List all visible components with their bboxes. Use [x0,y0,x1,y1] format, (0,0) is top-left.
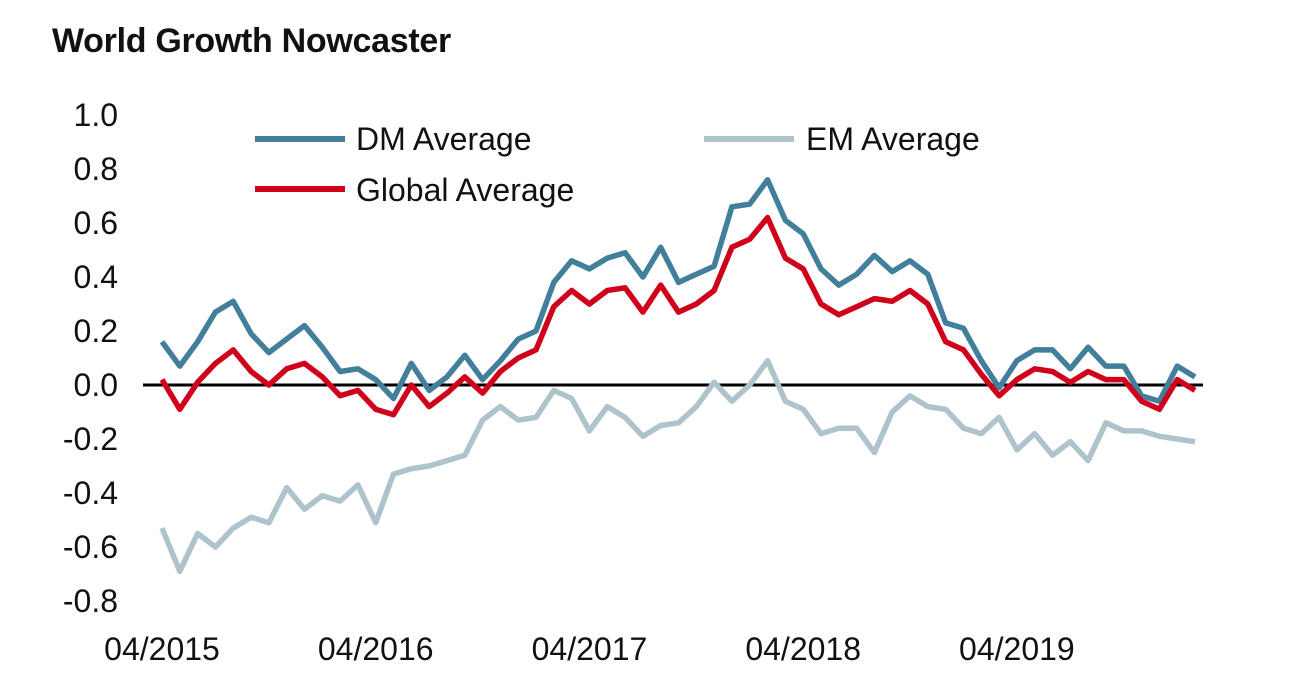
x-axis-ticks: 04/2015 04/2016 04/2017 04/2018 04/2019 [104,631,1075,667]
series-line-global-average [159,214,1197,418]
y-tick-label: 0.4 [74,259,118,295]
y-tick-label: -0.6 [63,529,118,565]
series-lines [159,177,1197,575]
chart-title: World Growth Nowcaster [52,22,451,60]
y-axis-ticks: 1.0 0.8 0.6 0.4 0.2 0.0 -0.2 -0.4 -0.6 -0.8 [63,97,118,619]
y-tick-label: -0.2 [63,421,118,457]
series-line-dm-average [159,177,1197,404]
y-tick-label: 0.6 [74,205,118,241]
y-tick-label: 0.0 [74,367,118,403]
x-tick-label: 04/2018 [745,631,861,667]
series-line-em-average [159,357,1196,575]
x-tick-label: 04/2017 [532,631,648,667]
y-tick-label: 0.8 [74,151,118,187]
legend-label: EM Average [806,121,980,157]
legend: DM Average EM Average Global Average [255,121,980,208]
y-tick-label: 0.2 [74,313,118,349]
x-tick-label: 04/2015 [104,631,220,667]
legend-label: Global Average [356,172,574,208]
y-tick-label: -0.4 [63,475,118,511]
y-tick-label: -0.8 [63,583,118,619]
x-tick-label: 04/2016 [318,631,434,667]
y-tick-label: 1.0 [74,97,118,133]
x-tick-label: 04/2019 [959,631,1075,667]
legend-label: DM Average [356,121,532,157]
